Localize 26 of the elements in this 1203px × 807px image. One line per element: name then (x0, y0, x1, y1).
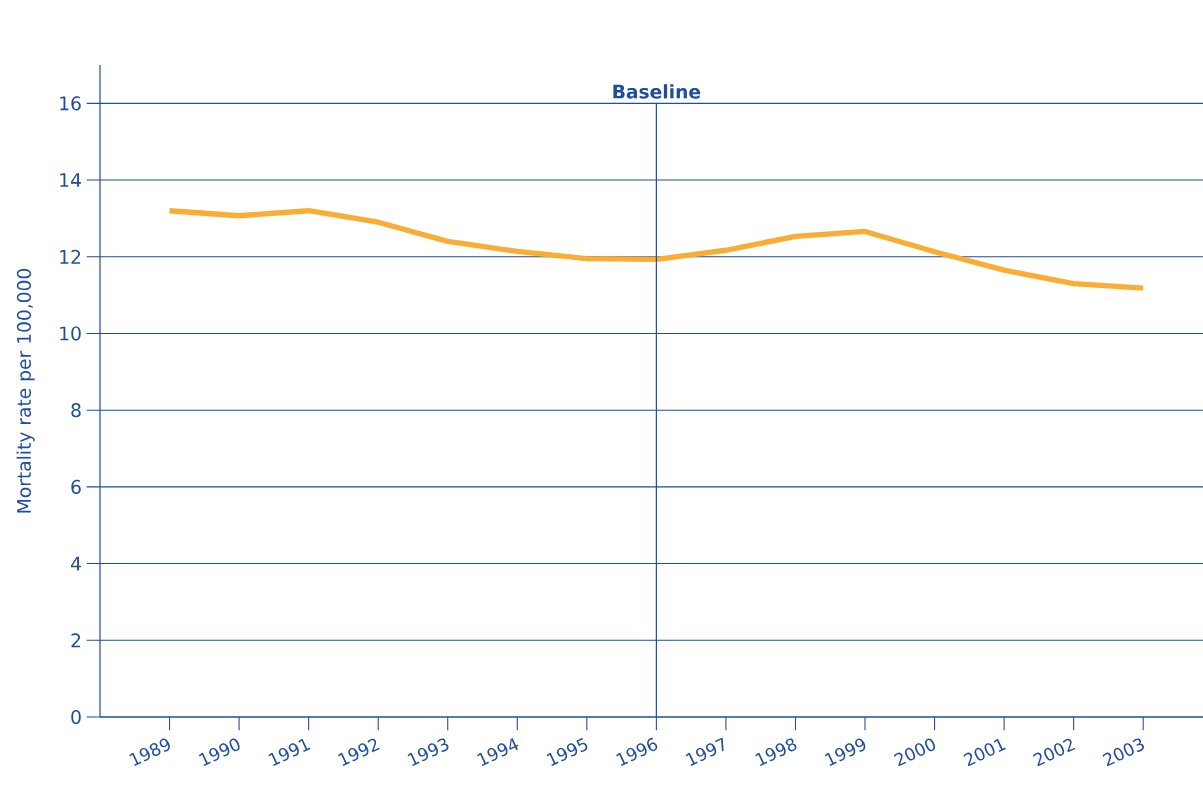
x-tick-label: 1996 (616, 737, 658, 766)
y-axis-title: Mortality rate per 100,000 (16, 268, 35, 513)
x-tick-label: 1989 (129, 738, 170, 766)
x-tick-label: 1994 (477, 737, 519, 766)
x-tick-label: 1995 (546, 737, 588, 766)
ref-line-label: Baseline (613, 84, 701, 99)
x-tick-label: 2002 (1032, 738, 1076, 767)
y-tick-label: 10 (60, 326, 81, 341)
x-tick-label: 1990 (198, 738, 240, 766)
x-tick-label: 1993 (407, 738, 449, 766)
x-tick-label: 2003 (1102, 738, 1144, 767)
y-tick-label: 8 (71, 403, 81, 418)
x-tick-label: 1998 (755, 738, 797, 766)
y-tick-label: 6 (71, 479, 81, 494)
y-tick-label: 4 (71, 556, 81, 571)
x-tick-label: 2000 (893, 738, 936, 767)
x-tick-label: 1997 (685, 737, 724, 766)
x-tick-label: 1999 (824, 738, 866, 766)
y-tick-label: 0 (71, 709, 81, 725)
y-tick-label: 16 (60, 96, 81, 111)
x-tick-label: 1991 (268, 738, 311, 766)
x-tick-label: 1992 (338, 738, 380, 766)
y-tick-label: 14 (60, 173, 81, 187)
y-tick-label: 12 (60, 249, 81, 264)
y-tick-label: 2 (71, 633, 81, 648)
x-tick-label: 2001 (963, 738, 1006, 767)
